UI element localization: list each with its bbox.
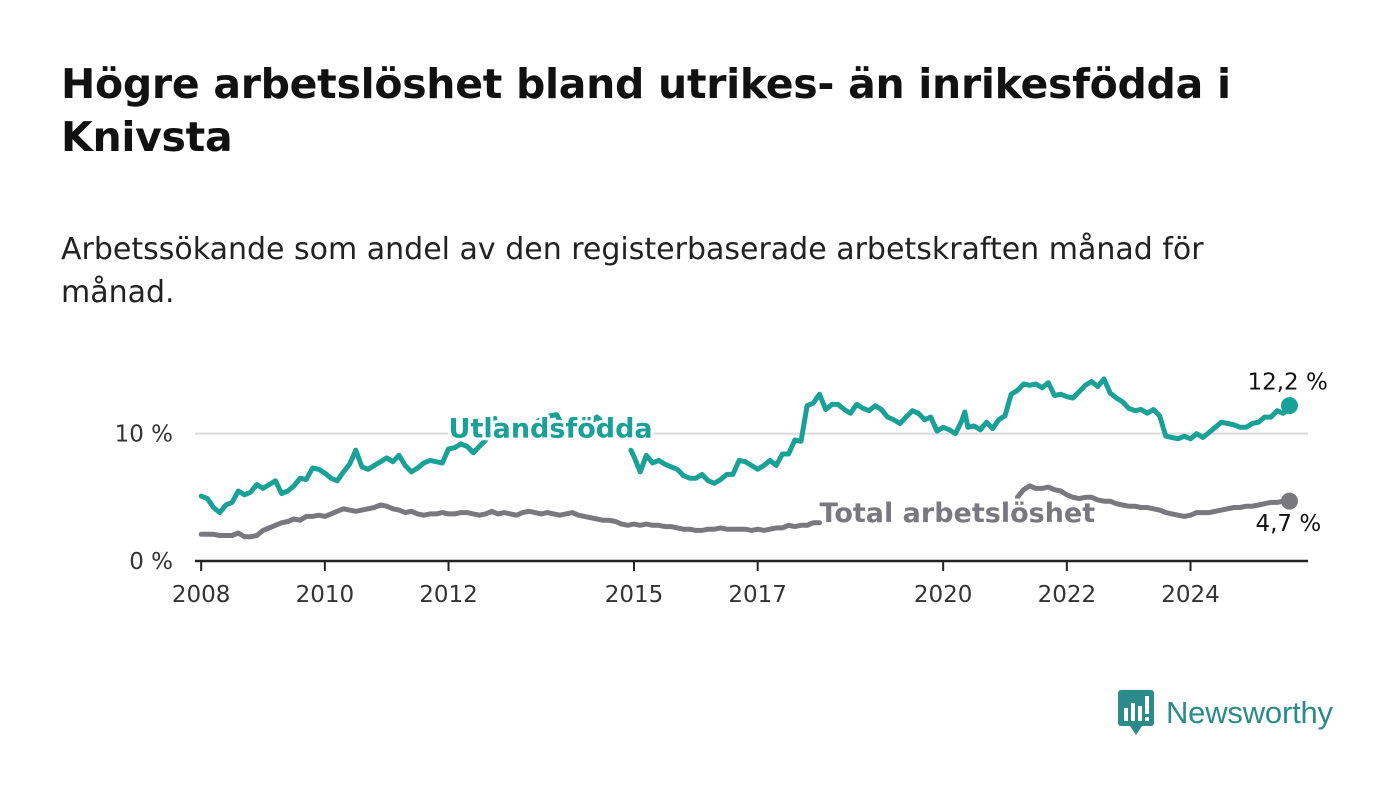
series-name-label: Utlandsfödda — [449, 413, 653, 444]
x-tick-label: 2022 — [1038, 582, 1097, 608]
y-tick-label: 0 % — [129, 549, 173, 575]
x-axis-ticks: 2008 2010 2012 2015 2017 2020 2022 2024 — [172, 561, 1220, 608]
x-tick-label: 2024 — [1161, 582, 1220, 608]
x-tick-label: 2012 — [419, 582, 478, 608]
x-tick-label: 2020 — [914, 582, 973, 608]
series-end-value-label: 4,7 % — [1255, 511, 1321, 537]
x-tick-label: 2008 — [172, 582, 231, 608]
series-line-0 — [198, 376, 1292, 516]
x-tick-label: 2015 — [605, 582, 664, 608]
chart-subtitle: Arbetssökande som andel av den registerb… — [61, 232, 1204, 310]
y-axis: 0 % 10 % — [115, 422, 173, 575]
series-name-label: Total arbetslöshet — [820, 498, 1096, 529]
series-labels: Utlandsfödda Total arbetslöshet 12,2 % 4,7 … — [446, 370, 1328, 538]
series-end-marker-0 — [1280, 397, 1298, 415]
brand-name: Newsworthy — [1166, 695, 1333, 730]
series-line-1 — [198, 483, 1292, 540]
series-lines — [198, 376, 1298, 540]
x-tick-label: 2017 — [728, 582, 787, 608]
y-tick-label: 10 % — [115, 422, 173, 448]
brand-logo[interactable]: Newsworthy — [1118, 690, 1333, 736]
x-tick-label: 2010 — [296, 582, 355, 608]
newsworthy-logo-icon — [1118, 690, 1154, 735]
series-end-marker-1 — [1280, 492, 1298, 510]
series-end-value-label: 12,2 % — [1247, 370, 1327, 396]
chart-title: Högre arbetslöshet bland utrikes- än inr… — [61, 60, 1231, 161]
